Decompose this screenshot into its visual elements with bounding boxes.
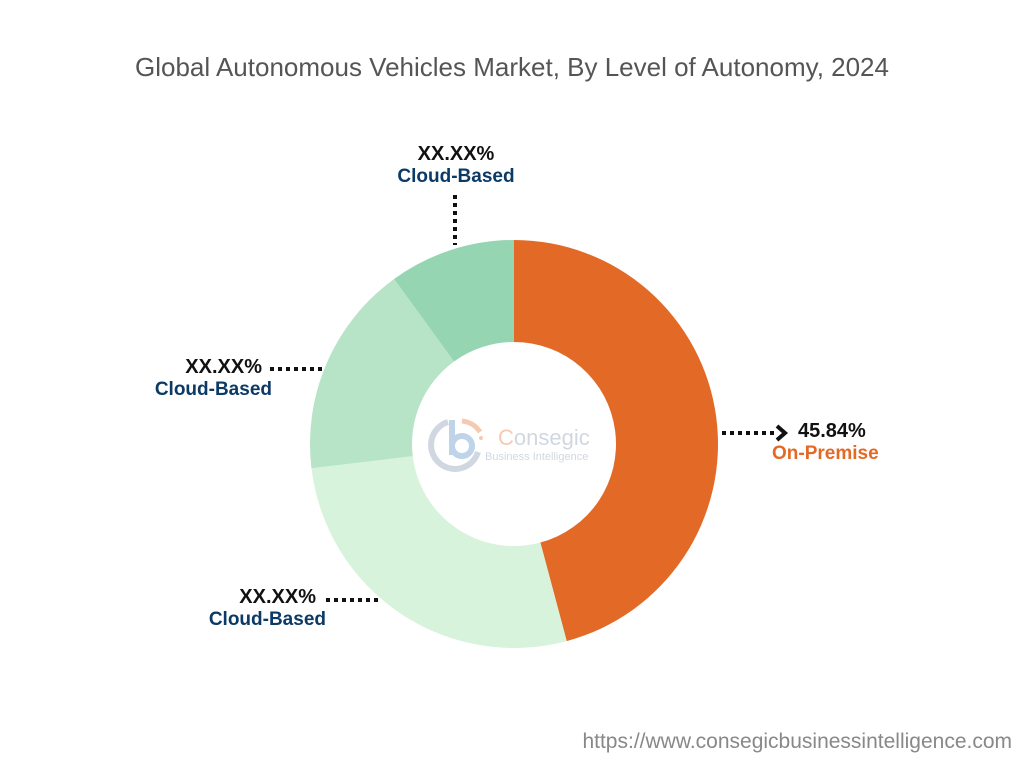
category-label: Cloud-Based bbox=[208, 609, 326, 630]
value-label: XX.XX% bbox=[417, 143, 495, 165]
donut-slice-2 bbox=[310, 278, 455, 469]
category-label: On-Premise bbox=[772, 443, 879, 464]
label-slice-4: XX.XX% Cloud-Based bbox=[392, 143, 520, 188]
label-on-premise: 45.84% On-Premise bbox=[772, 420, 879, 465]
value-label: 45.84% bbox=[798, 420, 866, 442]
donut-slice-1 bbox=[311, 456, 567, 648]
category-label: Cloud-Based bbox=[154, 379, 272, 400]
svg-text:Consegic: Consegic bbox=[498, 425, 590, 450]
label-slice-2: XX.XX% Cloud-Based bbox=[200, 586, 326, 631]
donut-slice-3 bbox=[394, 240, 514, 362]
arrow-icon bbox=[775, 424, 789, 442]
consegic-logo: Consegic Business Intelligence bbox=[428, 418, 590, 472]
category-label: Cloud-Based bbox=[397, 166, 515, 187]
footer-url[interactable]: https://www.consegicbusinessintelligence… bbox=[582, 730, 1012, 753]
svg-text:Business Intelligence: Business Intelligence bbox=[485, 451, 588, 463]
value-label: XX.XX% bbox=[185, 356, 262, 378]
value-label: XX.XX% bbox=[239, 586, 316, 608]
donut-slice-0 bbox=[514, 240, 719, 642]
label-slice-3: XX.XX% Cloud-Based bbox=[146, 356, 272, 401]
chart-title: Global Autonomous Vehicles Market, By Le… bbox=[135, 52, 889, 82]
